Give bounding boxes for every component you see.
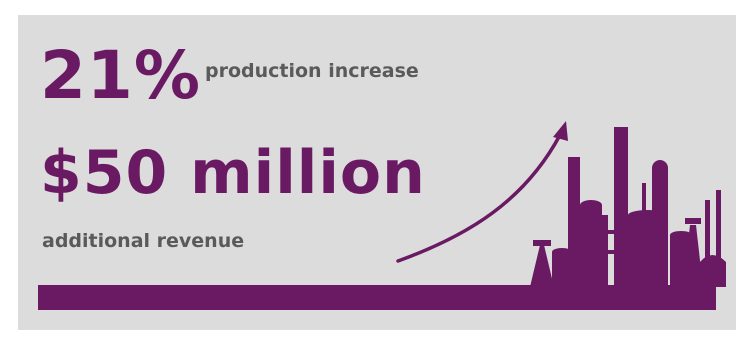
money-label: additional revenue	[42, 230, 245, 252]
percent-label: production increase	[205, 60, 419, 82]
percent-stat: 21%	[40, 37, 201, 114]
trend-up-arrow-icon	[396, 121, 568, 263]
money-stat: $50 million	[40, 138, 426, 208]
baseline-bar	[38, 285, 716, 310]
refinery-skyline-icon	[530, 127, 726, 287]
